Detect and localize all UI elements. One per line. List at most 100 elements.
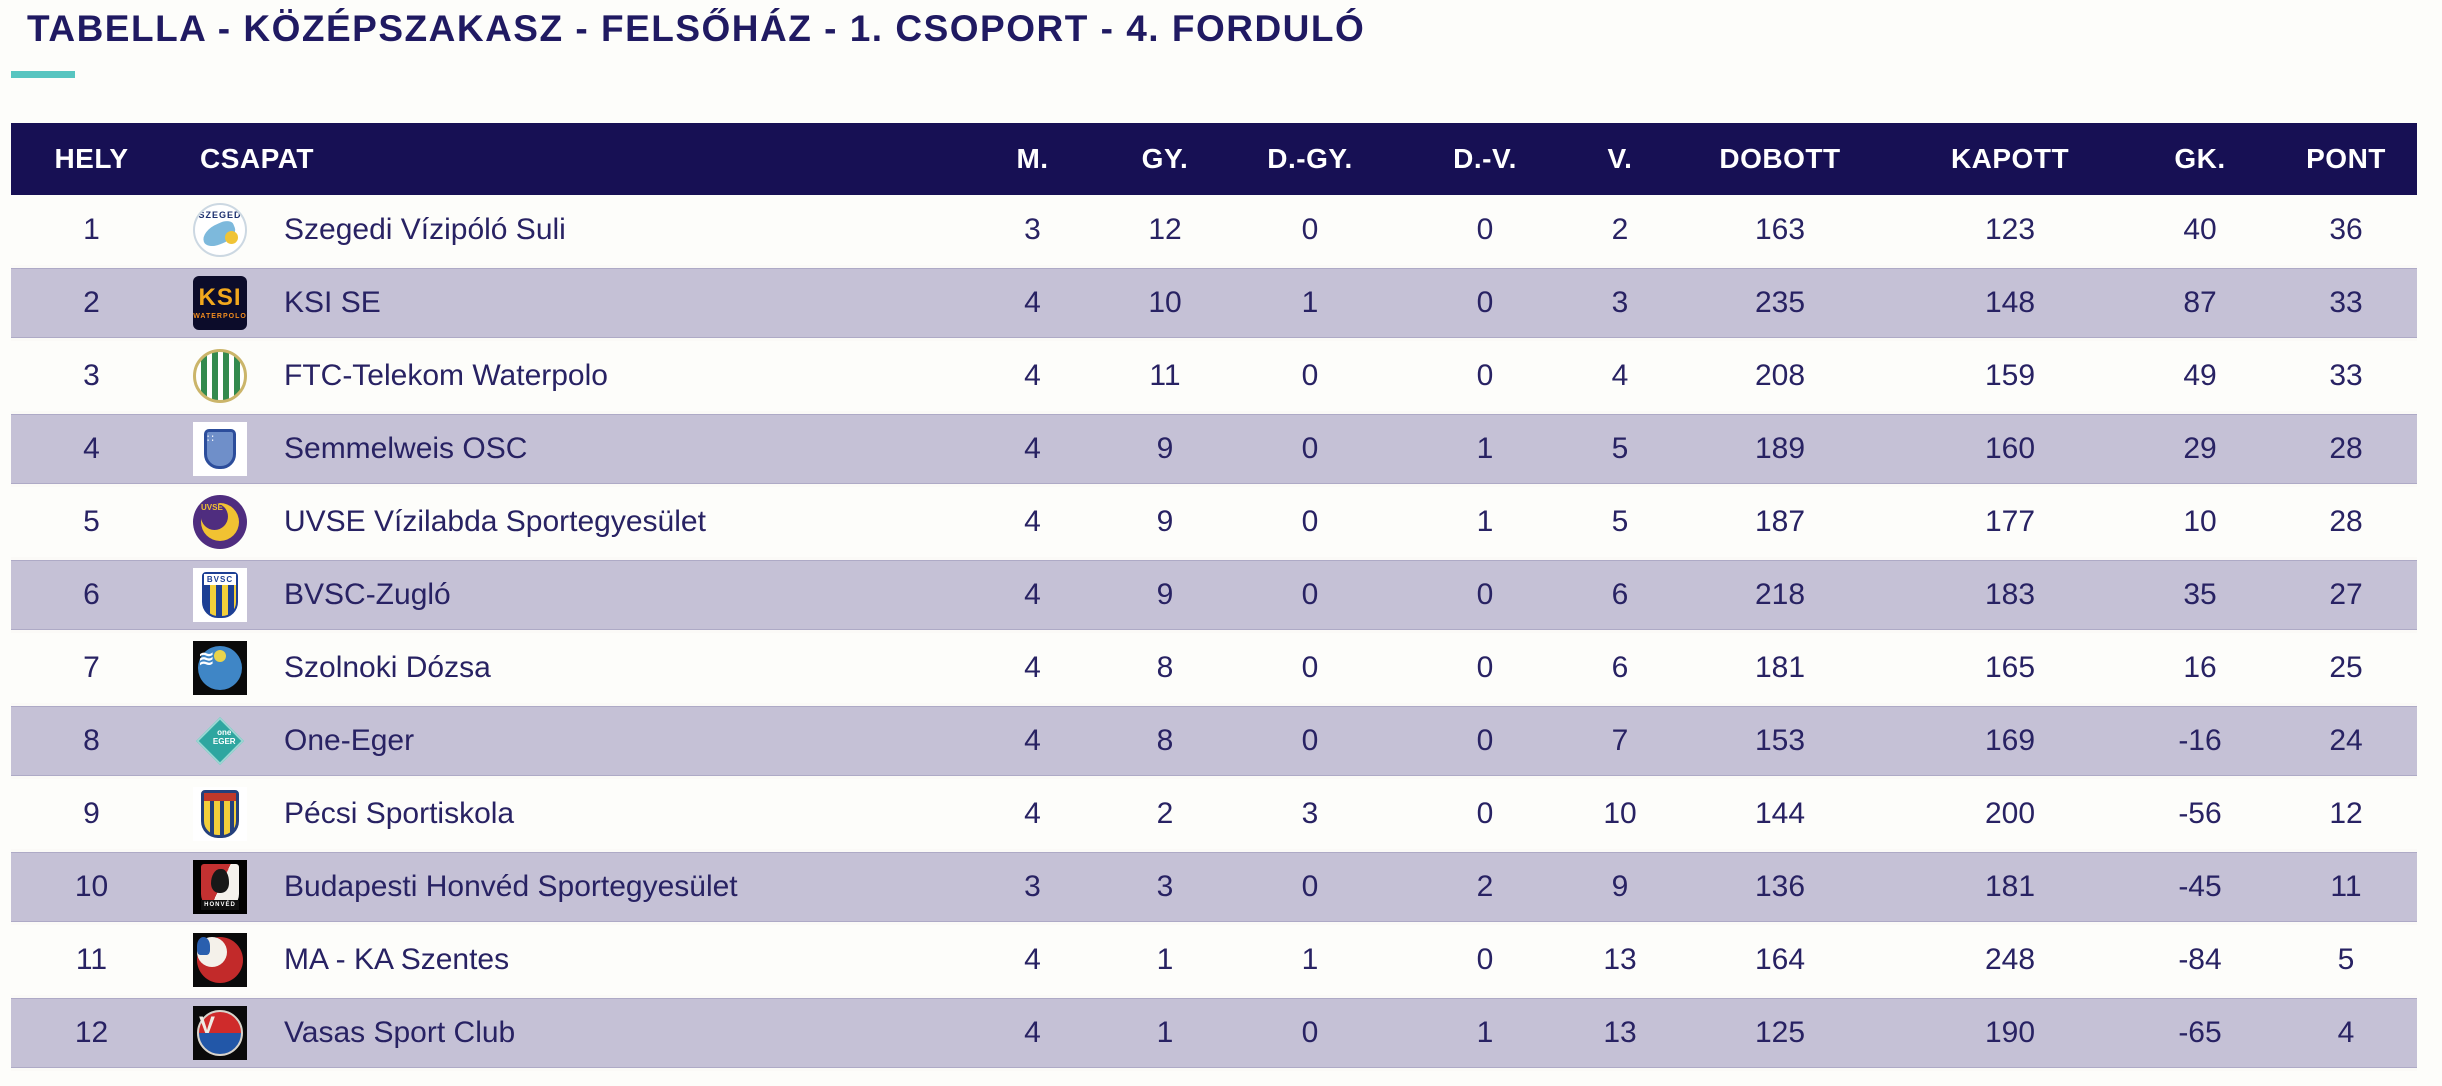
team-logo-uvse: UVSE — [192, 494, 248, 550]
gy-cell: 8 — [1156, 724, 1174, 757]
kapott-cell: 148 — [1984, 286, 2036, 319]
rank-cell: 12 — [74, 1016, 109, 1049]
kapott-cell: 190 — [1984, 1016, 2036, 1049]
team-name: Szolnoki Dózsa — [284, 651, 491, 684]
column-header-gk: GK. — [2174, 143, 2226, 174]
standings-table: HELY CSAPAT M. GY. D.-GY. D.-V. V. DOBOTT KAPOTT… — [11, 123, 2417, 1071]
team-cell[interactable]: BVSC BVSC-Zugló — [172, 560, 960, 630]
dgy-cell: 3 — [1301, 797, 1319, 830]
v-cell: 9 — [1611, 870, 1629, 903]
team-name: Pécsi Sportiskola — [284, 797, 515, 830]
column-header-dv: D.-V. — [1453, 143, 1517, 174]
team-name: MA - KA Szentes — [284, 943, 510, 976]
gk-cell: 49 — [2183, 359, 2217, 392]
team-name: Vasas Sport Club — [284, 1016, 516, 1049]
table-row: 12 V Vasas Sport Club 4 1 0 1 13 125 190 -65 4 — [11, 998, 2417, 1071]
kapott-cell: 169 — [1984, 724, 2036, 757]
team-cell[interactable]: FTC-Telekom Waterpolo — [172, 341, 960, 411]
gy-cell: 12 — [1148, 213, 1182, 246]
kapott-cell: 248 — [1984, 943, 2036, 976]
dobott-cell: 187 — [1754, 505, 1806, 538]
pont-cell: 12 — [2329, 797, 2363, 830]
table-row: 3 FTC-Telekom Waterpolo 4 11 0 0 4 208 159 49 33 — [11, 341, 2417, 414]
dobott-cell: 189 — [1754, 432, 1806, 465]
pont-cell: 11 — [2330, 870, 2362, 903]
team-cell[interactable]: KSI WATERPOLO KSI SE — [172, 268, 960, 338]
v-cell: 2 — [1611, 213, 1629, 246]
dv-cell: 0 — [1476, 213, 1494, 246]
table-row: 11 MA - KA Szentes 4 1 1 0 13 164 248 -84 5 — [11, 925, 2417, 998]
team-cell[interactable]: UVSE UVSE Vízilabda Sportegyesület — [172, 487, 960, 557]
gk-cell: 10 — [2183, 505, 2217, 538]
team-cell[interactable]: one EGER One-Eger — [172, 706, 960, 776]
team-logo-ftc — [192, 348, 248, 404]
kapott-cell: 159 — [1984, 359, 2036, 392]
team-name: FTC-Telekom Waterpolo — [284, 359, 608, 392]
v-cell: 5 — [1611, 432, 1629, 465]
title-underline — [11, 71, 75, 78]
gk-cell: -65 — [2178, 1016, 2222, 1049]
dv-cell: 1 — [1476, 505, 1494, 538]
m-cell: 4 — [1024, 505, 1041, 538]
team-logo-semmelweis: ∷ — [192, 421, 248, 477]
team-cell[interactable]: Pécsi Sportiskola — [172, 779, 960, 849]
dgy-cell: 0 — [1301, 432, 1319, 465]
dv-cell: 1 — [1476, 432, 1494, 465]
dgy-cell: 1 — [1301, 286, 1319, 319]
team-cell[interactable]: HONVÉD Budapesti Honvéd Sportegyesület — [172, 852, 960, 922]
table-row: 9 Pécsi Sportiskola 4 2 3 0 10 144 200 -56 12 — [11, 779, 2417, 852]
column-header-hely: HELY — [54, 143, 129, 174]
v-cell: 4 — [1611, 359, 1629, 392]
dobott-cell: 218 — [1754, 578, 1806, 611]
m-cell: 4 — [1024, 1016, 1041, 1049]
kapott-cell: 200 — [1984, 797, 2036, 830]
team-cell[interactable]: ≋ Szolnoki Dózsa — [172, 633, 960, 703]
team-name: UVSE Vízilabda Sportegyesület — [284, 505, 706, 538]
pont-cell: 27 — [2329, 578, 2363, 611]
gk-cell: -56 — [2178, 797, 2222, 830]
pont-cell: 33 — [2329, 359, 2363, 392]
dgy-cell: 0 — [1301, 505, 1319, 538]
column-header-csapat: CSAPAT — [200, 143, 314, 174]
team-logo-bvsc: BVSC — [192, 567, 248, 623]
pont-cell: 5 — [2337, 943, 2355, 976]
dobott-cell: 144 — [1754, 797, 1806, 830]
team-name: Szegedi Vízipóló Suli — [284, 213, 566, 246]
table-row: 1 SZEGED Szegedi Vízipóló Suli 3 12 0 0 2 163 123… — [11, 195, 2417, 268]
team-name: Budapesti Honvéd Sportegyesület — [284, 870, 738, 903]
kapott-cell: 177 — [1984, 505, 2036, 538]
kapott-cell: 165 — [1984, 651, 2036, 684]
gy-cell: 11 — [1149, 359, 1181, 392]
dv-cell: 1 — [1476, 1016, 1494, 1049]
team-cell[interactable]: V Vasas Sport Club — [172, 998, 960, 1068]
m-cell: 4 — [1024, 651, 1041, 684]
team-logo-ksi: KSI WATERPOLO — [192, 275, 248, 331]
dv-cell: 0 — [1476, 578, 1494, 611]
team-cell[interactable]: ∷ Semmelweis OSC — [172, 414, 960, 484]
team-name: Semmelweis OSC — [284, 432, 528, 465]
column-header-v: V. — [1607, 143, 1633, 174]
pont-cell: 28 — [2329, 432, 2363, 465]
gy-cell: 8 — [1156, 651, 1174, 684]
table-row: 7 ≋ Szolnoki Dózsa 4 8 0 0 6 181 165 16 25 — [11, 633, 2417, 706]
team-cell[interactable]: SZEGED Szegedi Vízipóló Suli — [172, 195, 960, 265]
column-header-dgy: D.-GY. — [1267, 143, 1353, 174]
gy-cell: 1 — [1156, 1016, 1174, 1049]
m-cell: 4 — [1024, 943, 1041, 976]
table-body: 1 SZEGED Szegedi Vízipóló Suli 3 12 0 0 2 163 123… — [11, 195, 2417, 1071]
dobott-cell: 164 — [1754, 943, 1806, 976]
dgy-cell: 0 — [1301, 724, 1319, 757]
v-cell: 10 — [1603, 797, 1637, 830]
dobott-cell: 153 — [1754, 724, 1806, 757]
dgy-cell: 0 — [1301, 870, 1319, 903]
table-header-row: HELY CSAPAT M. GY. D.-GY. D.-V. V. DOBOTT KAPOTT… — [11, 123, 2417, 195]
column-header-dobott: DOBOTT — [1719, 143, 1841, 174]
kapott-cell: 160 — [1984, 432, 2036, 465]
dv-cell: 0 — [1476, 724, 1494, 757]
team-cell[interactable]: MA - KA Szentes — [172, 925, 960, 995]
dobott-cell: 235 — [1754, 286, 1806, 319]
team-logo-szentes — [192, 932, 248, 988]
dv-cell: 0 — [1476, 943, 1494, 976]
rank-cell: 9 — [83, 797, 100, 830]
